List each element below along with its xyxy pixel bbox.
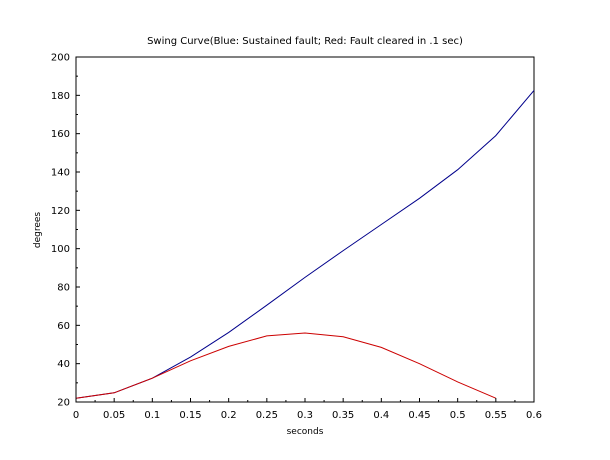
y-tick-label: 200 bbox=[51, 53, 70, 64]
y-tick-label: 100 bbox=[51, 244, 70, 255]
y-tick-label: 160 bbox=[51, 129, 70, 140]
x-tick-label: 0.15 bbox=[179, 410, 201, 421]
x-axis-label: seconds bbox=[287, 427, 324, 437]
x-tick-label: 0.55 bbox=[485, 410, 507, 421]
x-tick-label: 0.45 bbox=[408, 410, 430, 421]
y-tick-label: 60 bbox=[57, 321, 70, 332]
y-tick-label: 40 bbox=[57, 359, 70, 370]
y-tick-label: 20 bbox=[57, 398, 70, 409]
x-axis: 0 0.05 0.1 0.15 0.2 0.25 0.3 0.35 0.4 0.45 0.5 0.55… bbox=[73, 398, 542, 421]
y-tick-label: 120 bbox=[51, 206, 70, 217]
x-tick-label: 0.2 bbox=[221, 410, 237, 421]
chart-title: Swing Curve(Blue: Sustained fault; Red: … bbox=[147, 36, 463, 47]
y-tick-label: 80 bbox=[57, 283, 70, 294]
plot-frame bbox=[75, 56, 535, 403]
series-layer bbox=[75, 90, 535, 399]
series-line-red bbox=[75, 332, 496, 399]
y-tick-label: 180 bbox=[51, 91, 70, 102]
y-tick-label: 140 bbox=[51, 168, 70, 179]
x-tick-label: 0.25 bbox=[256, 410, 278, 421]
y-axis: 20 40 60 80 100 120 140 160 180 200 bbox=[51, 53, 80, 409]
x-tick-label: 0.35 bbox=[332, 410, 354, 421]
x-tick-label: 0.1 bbox=[144, 410, 160, 421]
y-axis-label: degrees bbox=[33, 212, 43, 249]
x-tick-label: 0.3 bbox=[297, 410, 313, 421]
x-tick-label: 0 bbox=[73, 410, 79, 421]
x-tick-label: 0.05 bbox=[103, 410, 125, 421]
series-line-blue bbox=[75, 90, 535, 399]
x-tick-label: 0.5 bbox=[450, 410, 466, 421]
x-tick-label: 0.4 bbox=[373, 410, 389, 421]
x-tick-label: 0.6 bbox=[526, 410, 542, 421]
